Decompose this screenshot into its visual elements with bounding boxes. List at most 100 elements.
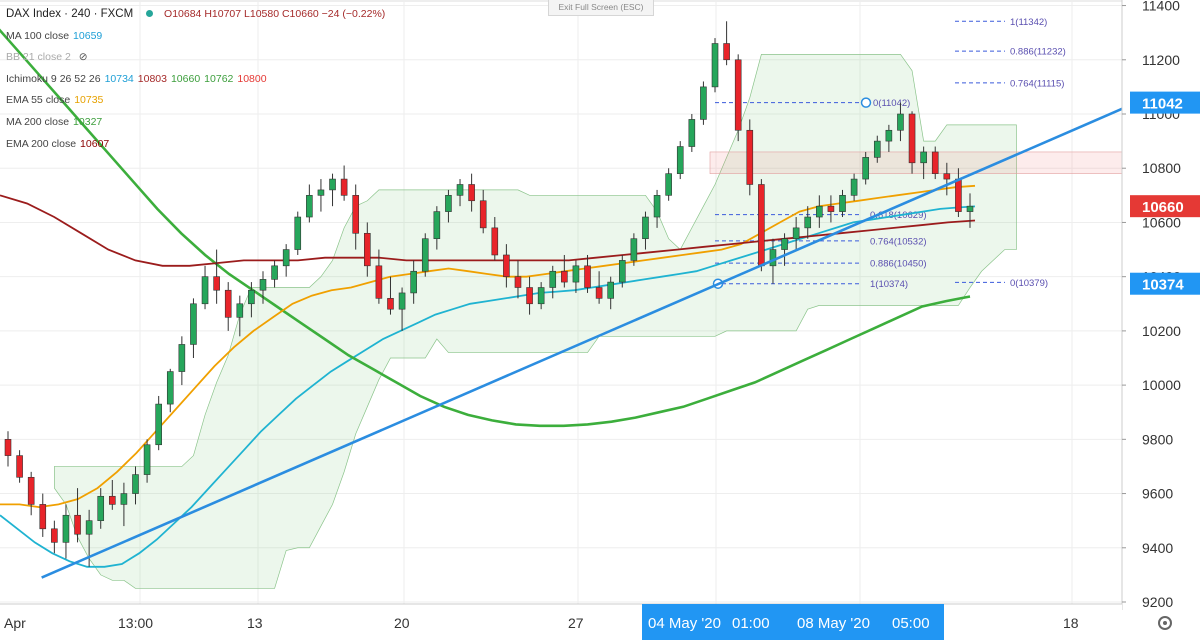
- legend-indicator-row[interactable]: MA 100 close 10659: [6, 26, 385, 48]
- indicator-line: [0, 194, 976, 267]
- candle-up: [294, 216, 302, 250]
- candle-up: [248, 289, 255, 305]
- price-tick-label: 9600: [1142, 486, 1173, 502]
- ichimoku-cloud-area: [54, 54, 1017, 589]
- time-axis-label: 20: [394, 615, 410, 631]
- candle-up: [769, 249, 777, 267]
- price-tick-label: 10800: [1142, 160, 1181, 176]
- indicator-legend: DAX Index · 240 · FXCM O10684 H10707 L10…: [6, 4, 385, 155]
- candle-up: [688, 119, 696, 147]
- candle-up: [966, 205, 974, 212]
- price-tick-label: 10600: [1142, 214, 1181, 230]
- price-tick-label: 11200: [1142, 52, 1180, 68]
- candle-down: [734, 59, 742, 131]
- fib-level-label: 0.764(10532): [870, 236, 927, 247]
- legend-indicator-row[interactable]: BB 21 close 2 ⊘: [6, 47, 385, 69]
- candle-up: [62, 514, 70, 543]
- candle-down: [213, 276, 220, 291]
- legend-indicator-value: 10659: [73, 29, 103, 42]
- candle-up: [132, 474, 139, 494]
- candle-down: [39, 504, 47, 530]
- candle-up: [665, 173, 672, 196]
- eye-hidden-icon[interactable]: ⊘: [78, 51, 88, 64]
- ichimoku-cloud-bearish: [709, 151, 1123, 174]
- candle-up: [85, 520, 93, 535]
- fib-level-label: 0.886(11232): [1010, 47, 1066, 58]
- candle-down: [109, 495, 116, 505]
- legend-indicator-row[interactable]: MA 200 close 10327: [6, 112, 385, 134]
- candle-down: [931, 151, 939, 174]
- legend-indicator-row[interactable]: Ichimoku 9 26 52 26 10734 10803 10660 10762 1…: [6, 69, 385, 91]
- candle-up: [839, 195, 846, 212]
- price-badge-label: 10660: [1142, 199, 1184, 216]
- candle-down: [51, 528, 58, 543]
- candle-down: [746, 129, 754, 185]
- symbol-row[interactable]: DAX Index · 240 · FXCM O10684 H10707 L10…: [6, 4, 385, 26]
- candle-down: [491, 227, 499, 256]
- candle-up: [653, 195, 661, 218]
- candle-down: [364, 232, 371, 267]
- candle-up: [271, 265, 278, 280]
- price-badge-label: 10374: [1142, 277, 1184, 294]
- legend-indicator-value: 10800: [237, 72, 267, 85]
- time-axis[interactable]: Apr 13:00 13 20 27 18 04 May '20 01:00 08 May '2…: [0, 603, 1180, 640]
- candle-up: [700, 86, 707, 120]
- candle-down: [4, 439, 12, 456]
- trendline-line: [41, 107, 1123, 579]
- legend-indicator-value: 10327: [73, 115, 103, 128]
- anchor-point: [860, 97, 872, 108]
- candle-up: [282, 249, 290, 267]
- price-axis[interactable]: 1140011200110001080010600104001020010000…: [1121, 0, 1201, 640]
- candle-up: [792, 227, 800, 240]
- ohlc-readout: O10684 H10707 L10580 C10660 −24 (−0.22%): [164, 8, 386, 20]
- symbol-label: DAX Index · 240 · FXCM: [6, 8, 134, 20]
- time-highlight-label: 04 May '20: [648, 615, 721, 632]
- candle-up: [897, 113, 904, 131]
- fibonacci-levels: 1(11342) 0.886(11232) 0.764(11115) 0(11042)…: [712, 17, 1066, 290]
- candle-up: [873, 140, 881, 158]
- time-axis-label: 27: [568, 615, 584, 631]
- candle-down: [468, 184, 475, 202]
- candle-up: [885, 129, 893, 142]
- price-badge: [1130, 195, 1200, 218]
- candle-down: [27, 476, 35, 505]
- candle-up: [549, 270, 557, 288]
- candle-down: [387, 298, 394, 310]
- candle-up: [607, 281, 614, 299]
- candle-up: [190, 303, 197, 345]
- candle-up: [178, 344, 186, 372]
- candle-down: [595, 287, 603, 299]
- legend-indicator-value: 10660: [170, 72, 201, 85]
- candle-down: [723, 43, 730, 61]
- price-tick-label: 9800: [1142, 431, 1173, 447]
- candle-up: [259, 279, 267, 291]
- price-tick-label: 11400: [1142, 0, 1180, 14]
- time-highlight-bar: [642, 604, 944, 640]
- candle-down: [758, 184, 765, 267]
- status-dot-icon: [146, 10, 154, 17]
- candle-up: [804, 216, 812, 229]
- candle-up: [236, 303, 244, 318]
- fib-level-label: 0(11042): [873, 98, 910, 109]
- legend-indicator-row[interactable]: EMA 55 close 10735: [6, 90, 385, 112]
- candle-down: [479, 200, 487, 229]
- time-highlight-label: 05:00: [892, 615, 930, 632]
- exit-fullscreen-button[interactable]: Exit Full Screen (ESC): [548, 0, 654, 16]
- legend-indicator-row[interactable]: EMA 200 close 10607: [6, 134, 385, 156]
- trendline[interactable]: [41, 107, 1123, 579]
- candle-down: [224, 289, 232, 318]
- indicator-line: [0, 28, 971, 428]
- candle-up: [920, 151, 927, 164]
- candle-down: [352, 195, 360, 234]
- fib-level-label: 1(11342): [1010, 17, 1047, 28]
- candle-up: [433, 211, 441, 240]
- candle-up: [862, 157, 869, 180]
- legend-indicator-name: MA 100 close: [6, 29, 70, 42]
- legend-indicator-name: EMA 200 close: [6, 137, 77, 150]
- candle-up: [630, 238, 638, 261]
- candlesticks: [4, 21, 974, 567]
- candle-up: [537, 287, 545, 305]
- fib-level-label: 0.886(10450): [870, 259, 927, 270]
- price-badge-label: 11042: [1142, 96, 1183, 113]
